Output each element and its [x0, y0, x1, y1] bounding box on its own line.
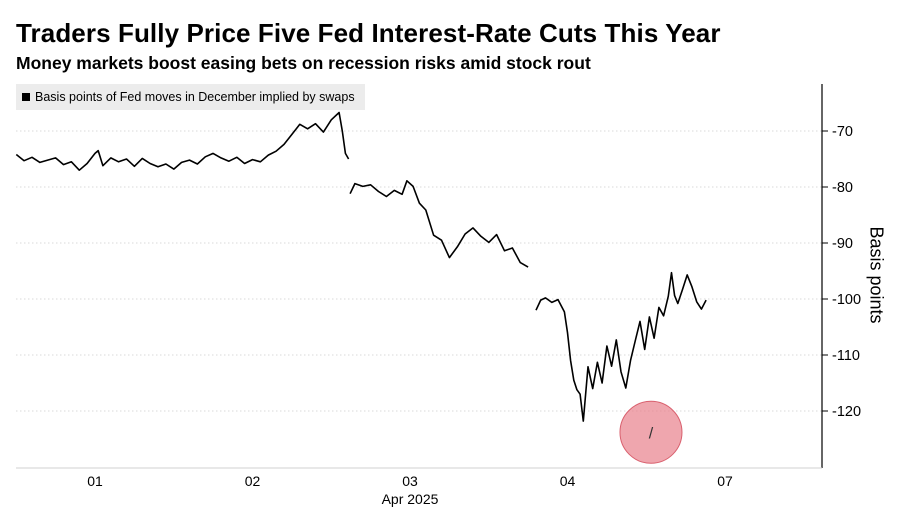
legend: Basis points of Fed moves in December im…	[16, 84, 365, 110]
x-axis-month-label: Apr 2025	[382, 491, 439, 507]
y-tick-label: -120	[832, 404, 861, 420]
x-tick-label: 01	[87, 473, 103, 489]
chart-subtitle: Money markets boost easing bets on reces…	[16, 53, 591, 73]
y-tick-label: -110	[832, 348, 860, 364]
annotation-marker-text: /	[649, 425, 654, 442]
legend-label: Basis points of Fed moves in December im…	[35, 90, 355, 104]
y-tick-label: -80	[832, 180, 853, 196]
series-line	[535, 271, 707, 422]
y-axis-label: Basis points	[866, 226, 887, 324]
series-line	[15, 111, 350, 171]
x-tick-label: 03	[402, 473, 418, 489]
x-tick-label: 07	[717, 473, 733, 489]
x-tick-label: 02	[245, 473, 261, 489]
y-tick-label: -100	[832, 292, 861, 308]
y-tick-label: -90	[832, 236, 853, 252]
chart-title: Traders Fully Price Five Fed Interest-Ra…	[16, 18, 721, 48]
y-tick-label: -70	[832, 124, 853, 140]
series-line	[349, 180, 529, 268]
legend-swatch	[22, 93, 30, 101]
annotation-marker	[619, 400, 683, 464]
x-tick-label: 04	[560, 473, 576, 489]
